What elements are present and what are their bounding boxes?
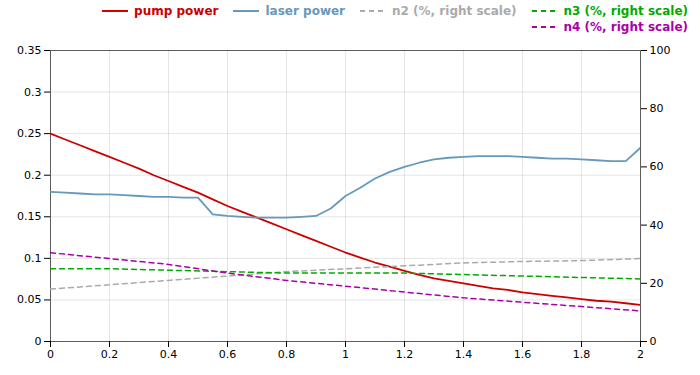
html-text:n3 (%, right scale): n3 (%, right scale) [563,4,688,18]
html-text:n4 (%, right scale): n4 (%, right scale) [563,20,688,34]
svg-text:0: 0 [47,348,54,361]
svg-text:0.25: 0.25 [17,127,42,140]
svg-text:0.3: 0.3 [24,86,42,99]
svg-text:80: 80 [650,102,664,115]
svg-text:0: 0 [650,335,657,348]
svg-text:0.35: 0.35 [17,44,42,57]
svg-text:0.8: 0.8 [278,348,296,361]
svg-text:0.4: 0.4 [160,348,178,361]
html-text:pump power: pump power [134,4,219,18]
svg-text:0.2: 0.2 [24,169,42,182]
svg-text:0.05: 0.05 [17,293,42,306]
svg-text:1.2: 1.2 [396,348,414,361]
svg-text:0.6: 0.6 [219,348,237,361]
svg-text:0.1: 0.1 [24,252,42,265]
svg-text:0: 0 [35,335,42,348]
svg-text:1.8: 1.8 [573,348,591,361]
svg-text:0.2: 0.2 [101,348,119,361]
svg-text:100: 100 [650,44,671,57]
svg-text:40: 40 [650,219,664,232]
svg-text:1: 1 [342,348,349,361]
svg-text:20: 20 [650,277,664,290]
svg-text:1.4: 1.4 [455,348,473,361]
svg-text:1.6: 1.6 [514,348,532,361]
svg-text:2: 2 [637,348,644,361]
html-text:n2 (%, right scale): n2 (%, right scale) [392,4,517,18]
html-text:laser power: laser power [265,4,345,18]
svg-text:60: 60 [650,160,664,173]
svg-text:0.15: 0.15 [17,210,42,223]
